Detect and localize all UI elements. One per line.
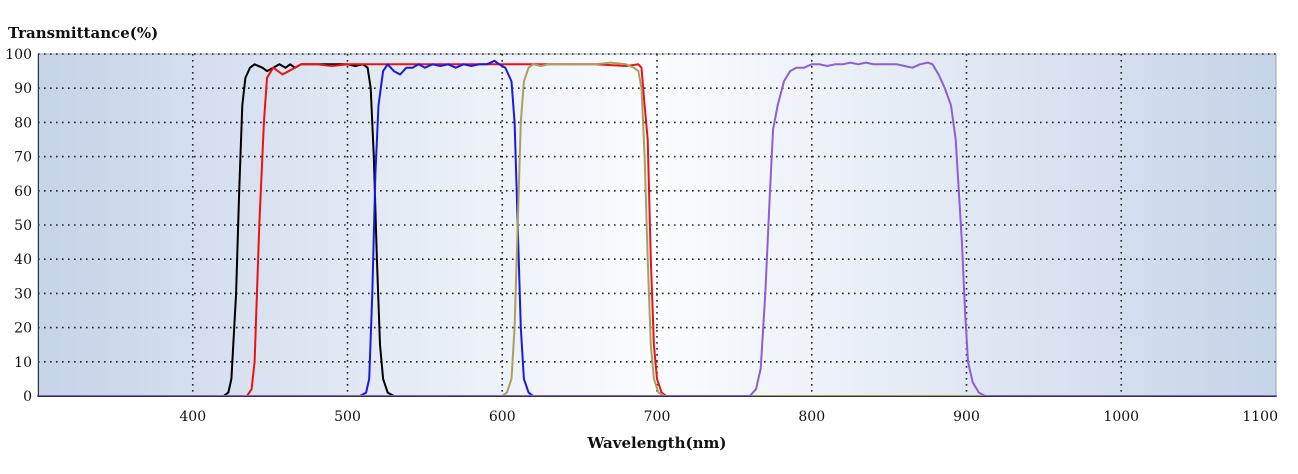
- series-line-5: [37, 61, 1277, 397]
- x-tick-label: 1100: [1242, 409, 1278, 425]
- y-tick-label: 80: [14, 115, 32, 131]
- x-tick-label: 600: [489, 409, 516, 425]
- y-tick-label: 30: [14, 286, 32, 302]
- y-tick-label: 60: [14, 184, 32, 200]
- x-tick-label: 400: [179, 409, 206, 425]
- x-tick-label: 800: [798, 409, 825, 425]
- y-tick-label: 20: [14, 321, 32, 337]
- x-axis-title: Wavelength(nm): [587, 434, 727, 452]
- y-tick-label: 100: [5, 47, 32, 63]
- y-tick-label: 0: [23, 389, 32, 405]
- series-line-4: [37, 61, 1277, 397]
- series-line-2: [37, 63, 1277, 397]
- series-group: [37, 59, 1277, 397]
- y-axis-title: Transmittance(%): [8, 24, 158, 42]
- y-tick-label: 50: [14, 218, 32, 234]
- x-tick-label: 900: [953, 409, 980, 425]
- x-tick-label: 1000: [1103, 409, 1139, 425]
- x-tick-label: 700: [644, 409, 671, 425]
- y-tick-label: 10: [14, 355, 32, 371]
- x-tick-labels: 400 500 600 700 800 900 1000 1100: [179, 409, 1278, 425]
- y-tick-label: 70: [14, 150, 32, 166]
- series-line-3: [37, 59, 1277, 397]
- series-line-1: [37, 63, 1277, 397]
- grid-lines: [38, 53, 1276, 396]
- y-tick-labels: 0 10 20 30 40 50 60 70 80 90 100: [5, 47, 32, 405]
- y-tick-label: 90: [14, 81, 32, 97]
- y-tick-label: 40: [14, 252, 32, 268]
- x-tick-label: 500: [334, 409, 361, 425]
